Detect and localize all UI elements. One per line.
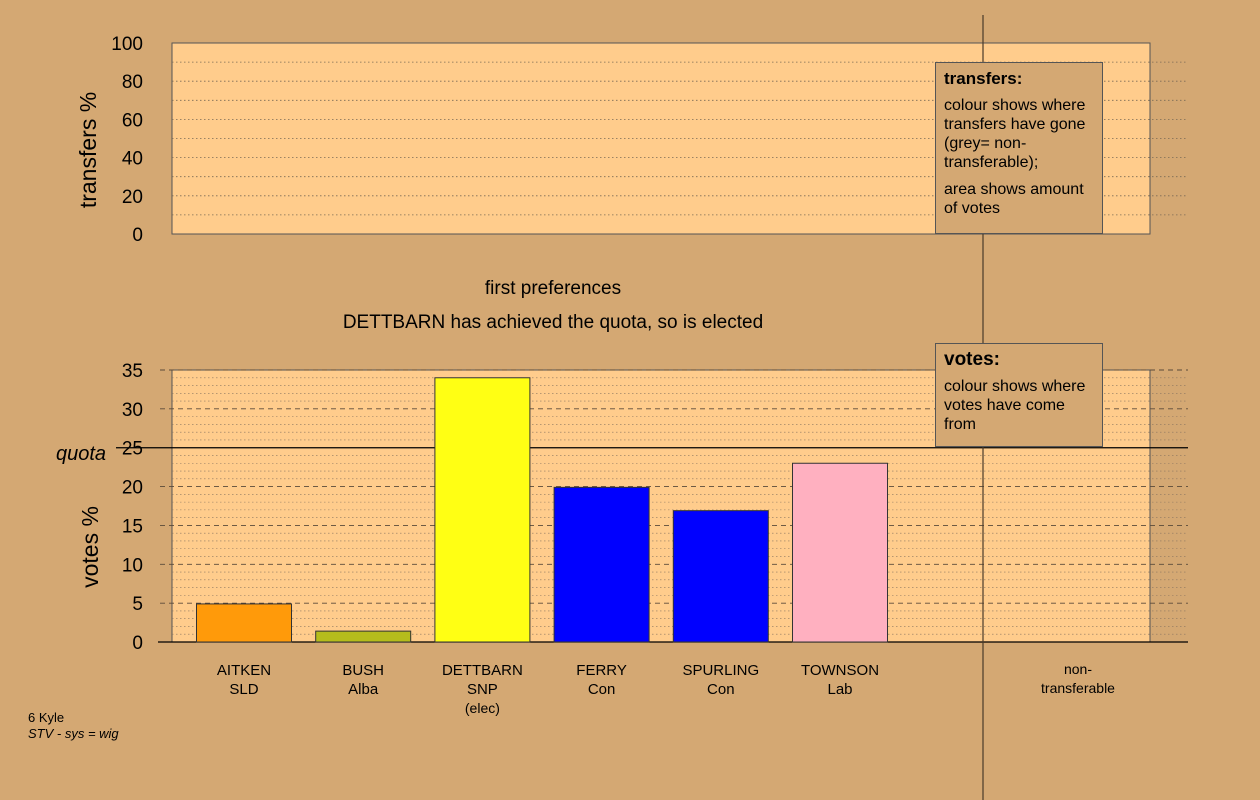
candidate-label: Con <box>588 681 616 698</box>
candidate-label: SPURLING <box>682 662 759 679</box>
votes-y-tick-label: 5 <box>132 594 143 615</box>
transfers-gridlines <box>172 61 1188 216</box>
transfers-y-tick-label: 80 <box>122 72 143 93</box>
voting-system: STV - sys = wig <box>28 726 119 741</box>
transfers-legend-line1: colour shows where transfers have gone (… <box>944 97 1086 171</box>
nontransferable-label: non- <box>1064 661 1092 677</box>
votes-legend-line1: colour shows where votes have come from <box>944 378 1086 433</box>
candidate-label: Alba <box>348 681 379 698</box>
result-caption: DETTBARN has achieved the quota, so is e… <box>342 312 764 333</box>
candidate-label: FERRY <box>576 662 627 679</box>
transfers-legend-line2: area shows amount of votes <box>944 181 1084 217</box>
vote-bar <box>672 510 769 643</box>
votes-y-tick-label: 30 <box>122 400 143 421</box>
vote-bar <box>792 462 888 643</box>
transfers-y-tick-label: 0 <box>132 225 143 246</box>
vote-bar <box>434 377 531 643</box>
candidate-label: BUSH <box>342 662 384 679</box>
transfers-y-tick-label: 100 <box>111 34 143 55</box>
candidate-label: DETTBARN <box>442 662 523 679</box>
candidate-label: SNP <box>467 681 498 698</box>
ward-name: 6 Kyle <box>28 710 65 725</box>
candidate-label: Con <box>707 681 735 698</box>
transfers-y-tick-label: 20 <box>122 187 143 208</box>
votes-legend: votes: colour shows where votes have com… <box>935 343 1103 447</box>
stage-caption: first preferences <box>484 278 622 299</box>
vote-bar <box>196 603 292 643</box>
transfers-legend: transfers: colour shows where transfers … <box>935 62 1103 234</box>
votes-y-tick-label: 0 <box>132 633 143 654</box>
votes-y-tick-label: 25 <box>122 439 143 460</box>
votes-y-axis-label: votes % <box>77 506 103 588</box>
votes-y-tick-label: 10 <box>122 555 143 576</box>
votes-y-ticks: 0 5 10 15 20 25 30 35 <box>122 361 143 654</box>
candidate-labels: AITKEN SLD BUSH Alba DETTBARN SNP (elec) FERRY C… <box>217 661 1115 716</box>
candidate-label: (elec) <box>465 700 500 716</box>
transfers-y-axis-label: transfers % <box>75 92 101 208</box>
nontransferable-label: transferable <box>1041 680 1115 696</box>
votes-y-tick-label: 35 <box>122 361 143 382</box>
vote-bar <box>553 486 650 643</box>
votes-y-tick-label: 15 <box>122 516 143 537</box>
candidate-label: TOWNSON <box>801 662 879 679</box>
votes-legend-title: votes: <box>944 349 1000 370</box>
transfers-y-tick-label: 60 <box>122 110 143 131</box>
votes-bars <box>196 377 888 643</box>
transfers-legend-title: transfers: <box>944 69 1023 88</box>
transfers-y-tick-label: 40 <box>122 149 143 170</box>
candidate-label: Lab <box>827 681 852 698</box>
candidate-label: AITKEN <box>217 662 271 679</box>
candidate-label: SLD <box>229 681 258 698</box>
votes-y-tick-label: 20 <box>122 478 143 499</box>
transfers-y-ticks: 0 20 40 60 80 100 <box>111 34 143 246</box>
vote-bar <box>315 630 412 643</box>
quota-label: quota <box>56 443 106 465</box>
